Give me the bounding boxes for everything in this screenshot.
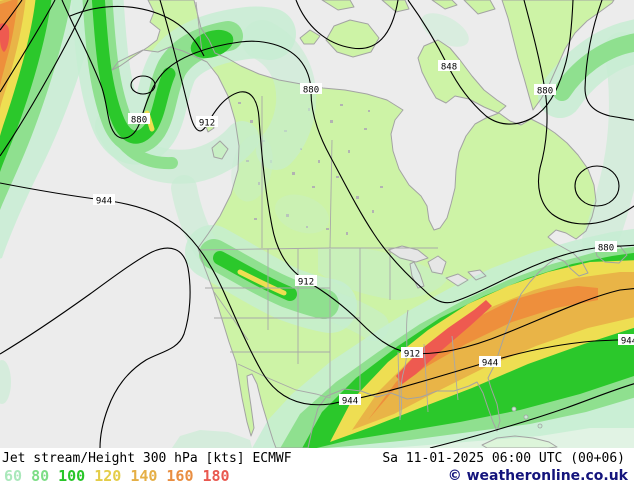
contour-label: 944 bbox=[482, 359, 498, 369]
contour-label: 912 bbox=[404, 350, 420, 360]
legend-value-180: 180 bbox=[202, 467, 230, 485]
contour-label-box bbox=[295, 275, 317, 286]
contour-label-box bbox=[339, 394, 361, 405]
contour-label-box bbox=[196, 116, 218, 127]
contour-label: 912 bbox=[199, 119, 215, 129]
copyright-text: © weatheronline.co.uk bbox=[447, 468, 628, 484]
contour-label-box bbox=[534, 84, 556, 95]
contour-label-box bbox=[438, 60, 460, 71]
contour-label: 880 bbox=[131, 116, 147, 126]
height-contours bbox=[0, 0, 634, 449]
chart-datetime: Sa 11-01-2025 06:00 UTC (00+06) bbox=[382, 451, 625, 466]
small-lakes bbox=[238, 102, 383, 235]
bahamas-islands bbox=[511, 406, 543, 429]
contour-label: 880 bbox=[303, 86, 319, 96]
map-area: 848 880 880 912 944 880 912 912 944 944 880 944 bbox=[0, 0, 634, 452]
legend-value-140: 140 bbox=[130, 467, 158, 485]
legend-value-100: 100 bbox=[58, 467, 86, 485]
contour-label: 848 bbox=[441, 63, 457, 73]
legend-value-80: 80 bbox=[31, 467, 50, 485]
weather-map: 848 880 880 912 944 880 912 912 944 944 880 944 bbox=[0, 0, 634, 452]
legend-value-160: 160 bbox=[166, 467, 194, 485]
contour-labels: 848 880 880 912 944 880 912 912 944 944 880 944 bbox=[93, 60, 634, 407]
legend-value-120: 120 bbox=[94, 467, 122, 485]
contour-label-box bbox=[479, 356, 501, 367]
contour-label-box bbox=[618, 334, 634, 345]
contour-label: 944 bbox=[96, 197, 112, 207]
contour-label-box bbox=[93, 194, 115, 205]
contour-label: 880 bbox=[537, 87, 553, 97]
contour-label-box bbox=[300, 83, 322, 94]
chart-title: Jet stream/Height 300 hPa [kts] ECMWF bbox=[2, 451, 292, 466]
legend-value-60: 60 bbox=[4, 467, 23, 485]
contour-label: 880 bbox=[598, 244, 614, 254]
contour-label-box bbox=[128, 113, 150, 124]
contour-label-box bbox=[401, 347, 423, 358]
wind-speed-legend: 60 80 100 120 140 160 180 bbox=[4, 467, 239, 485]
contour-label: 944 bbox=[621, 337, 634, 347]
contour-label-box bbox=[595, 241, 617, 252]
contour-label: 944 bbox=[342, 397, 358, 407]
contour-label: 912 bbox=[298, 278, 314, 288]
